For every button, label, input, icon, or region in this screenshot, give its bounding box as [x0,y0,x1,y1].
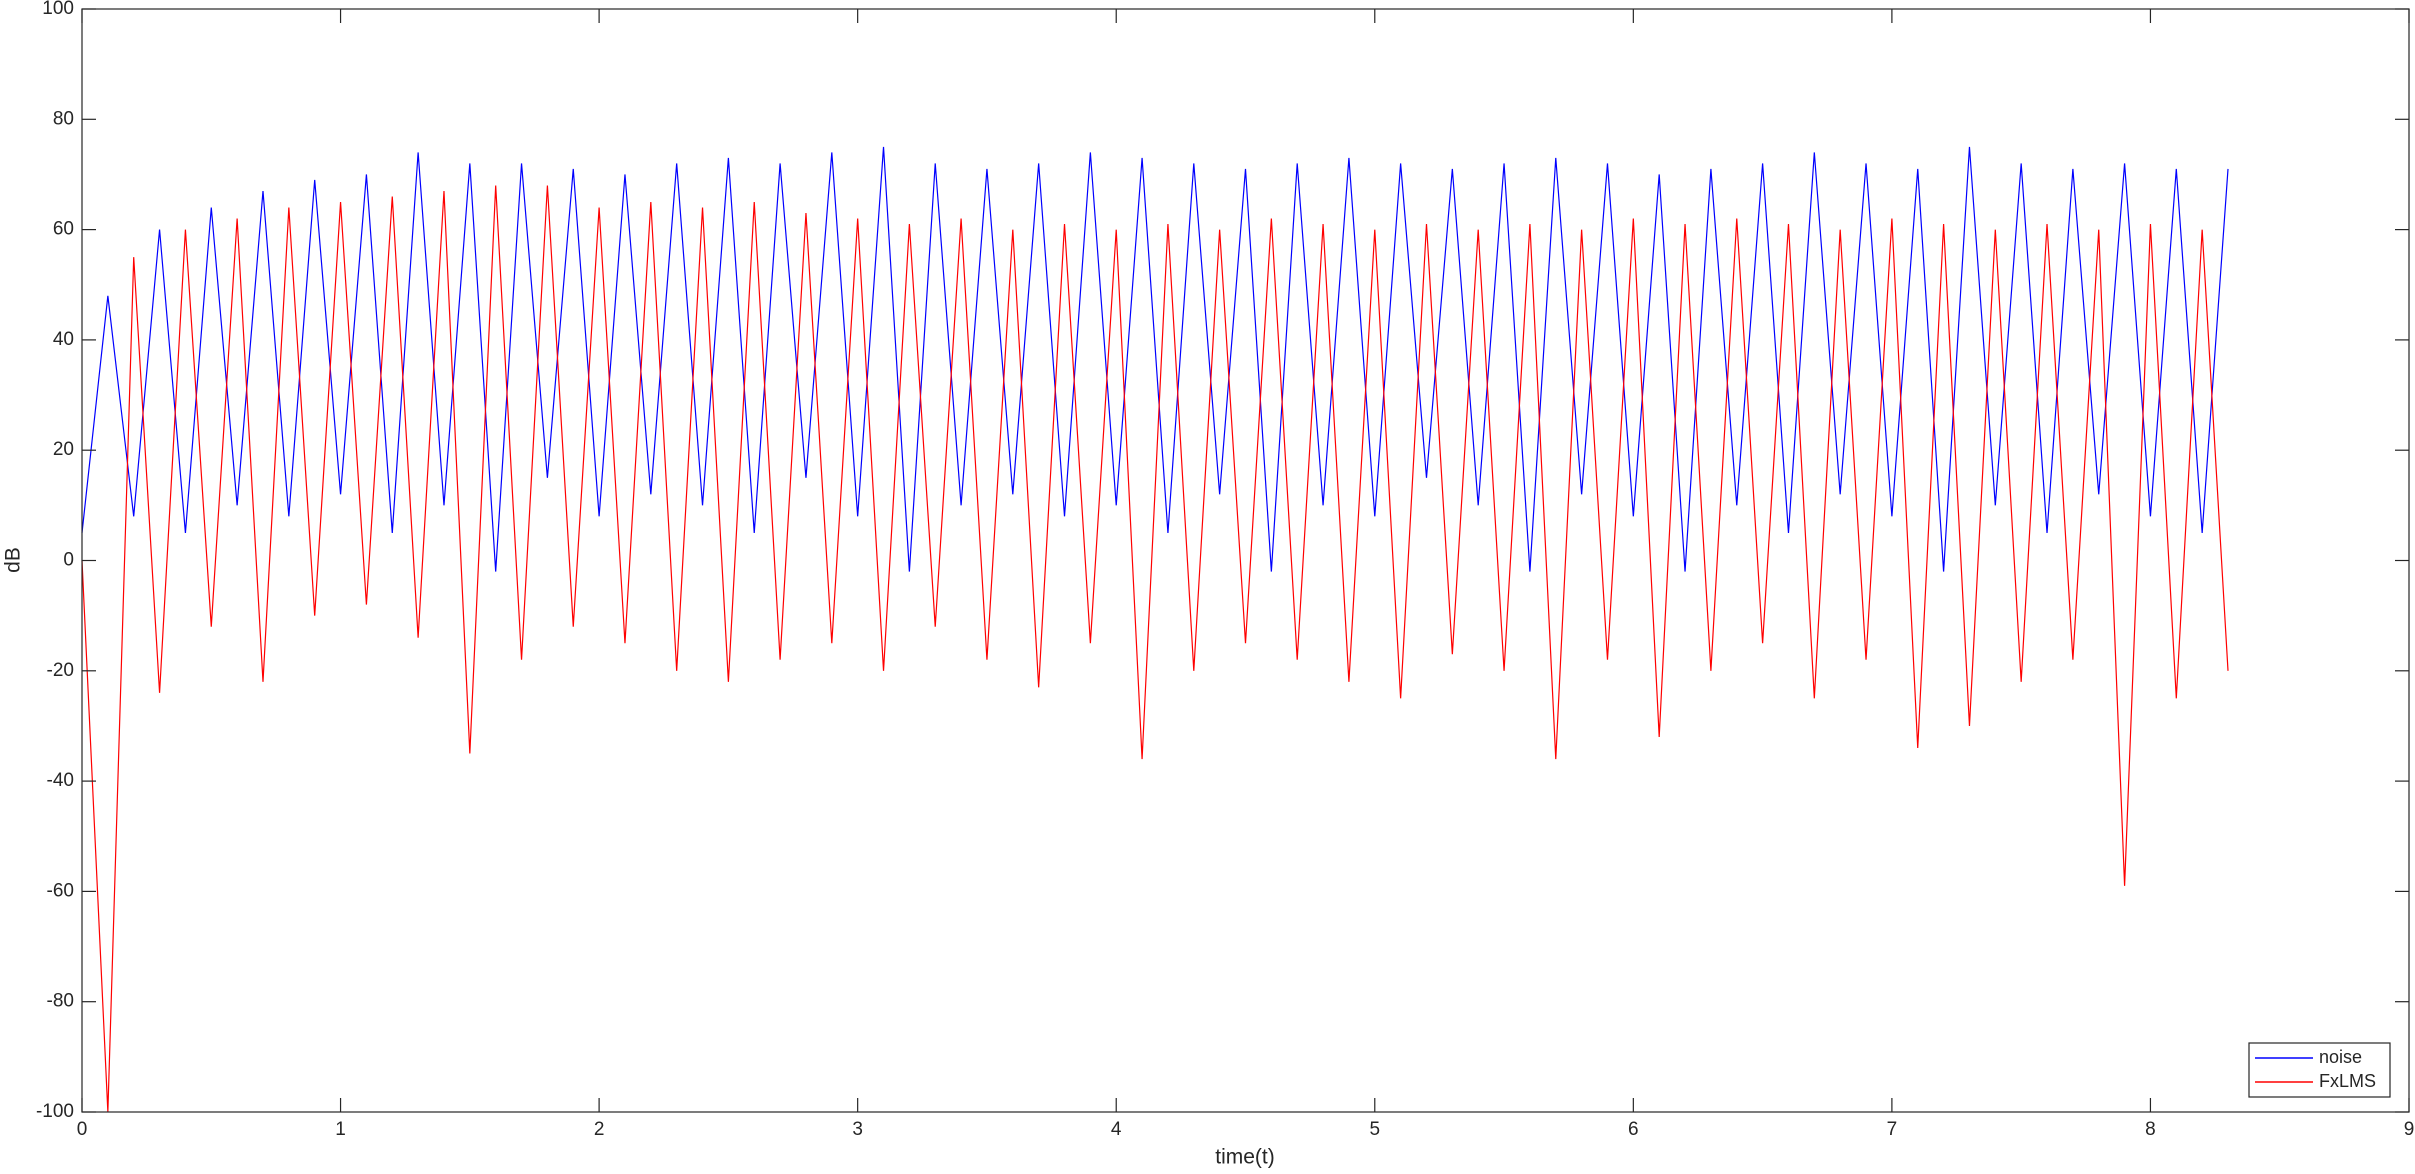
y-tick-label: 80 [53,108,74,129]
x-tick-label: 3 [852,1119,863,1140]
x-tick-label: 6 [1628,1119,1639,1140]
y-tick-label: -60 [47,880,74,901]
x-tick-label: 2 [594,1119,605,1140]
x-tick-label: 5 [1369,1119,1380,1140]
legend-box [2248,1042,2391,1098]
y-axis-label: dB [2,547,25,573]
x-tick-label: 8 [2145,1119,2156,1140]
x-tick-label: 1 [335,1119,346,1140]
legend-label: noise [2319,1047,2362,1067]
data-line [81,146,2229,572]
x-axis-label: time(t) [1215,1146,1275,1169]
legend-label: FxLMS [2319,1071,2376,1091]
y-tick-label: -80 [47,991,74,1012]
y-tick-label: -100 [36,1101,74,1122]
legend: noise FxLMS [2248,1042,2391,1098]
y-tick-label: 100 [42,0,74,19]
y-tick-label: 20 [53,439,74,460]
y-tick-label: -20 [47,660,74,681]
y-tick-label: 60 [53,219,74,240]
x-tick-label: 7 [1887,1119,1898,1140]
y-tick-label: 0 [63,550,74,571]
data-line [81,185,2229,1113]
x-tick-label: 4 [1111,1119,1122,1140]
x-tick-label: 0 [77,1119,88,1140]
y-tick-label: -40 [47,770,74,791]
y-tick-label: 40 [53,329,74,350]
x-tick-label: 9 [2404,1119,2415,1140]
